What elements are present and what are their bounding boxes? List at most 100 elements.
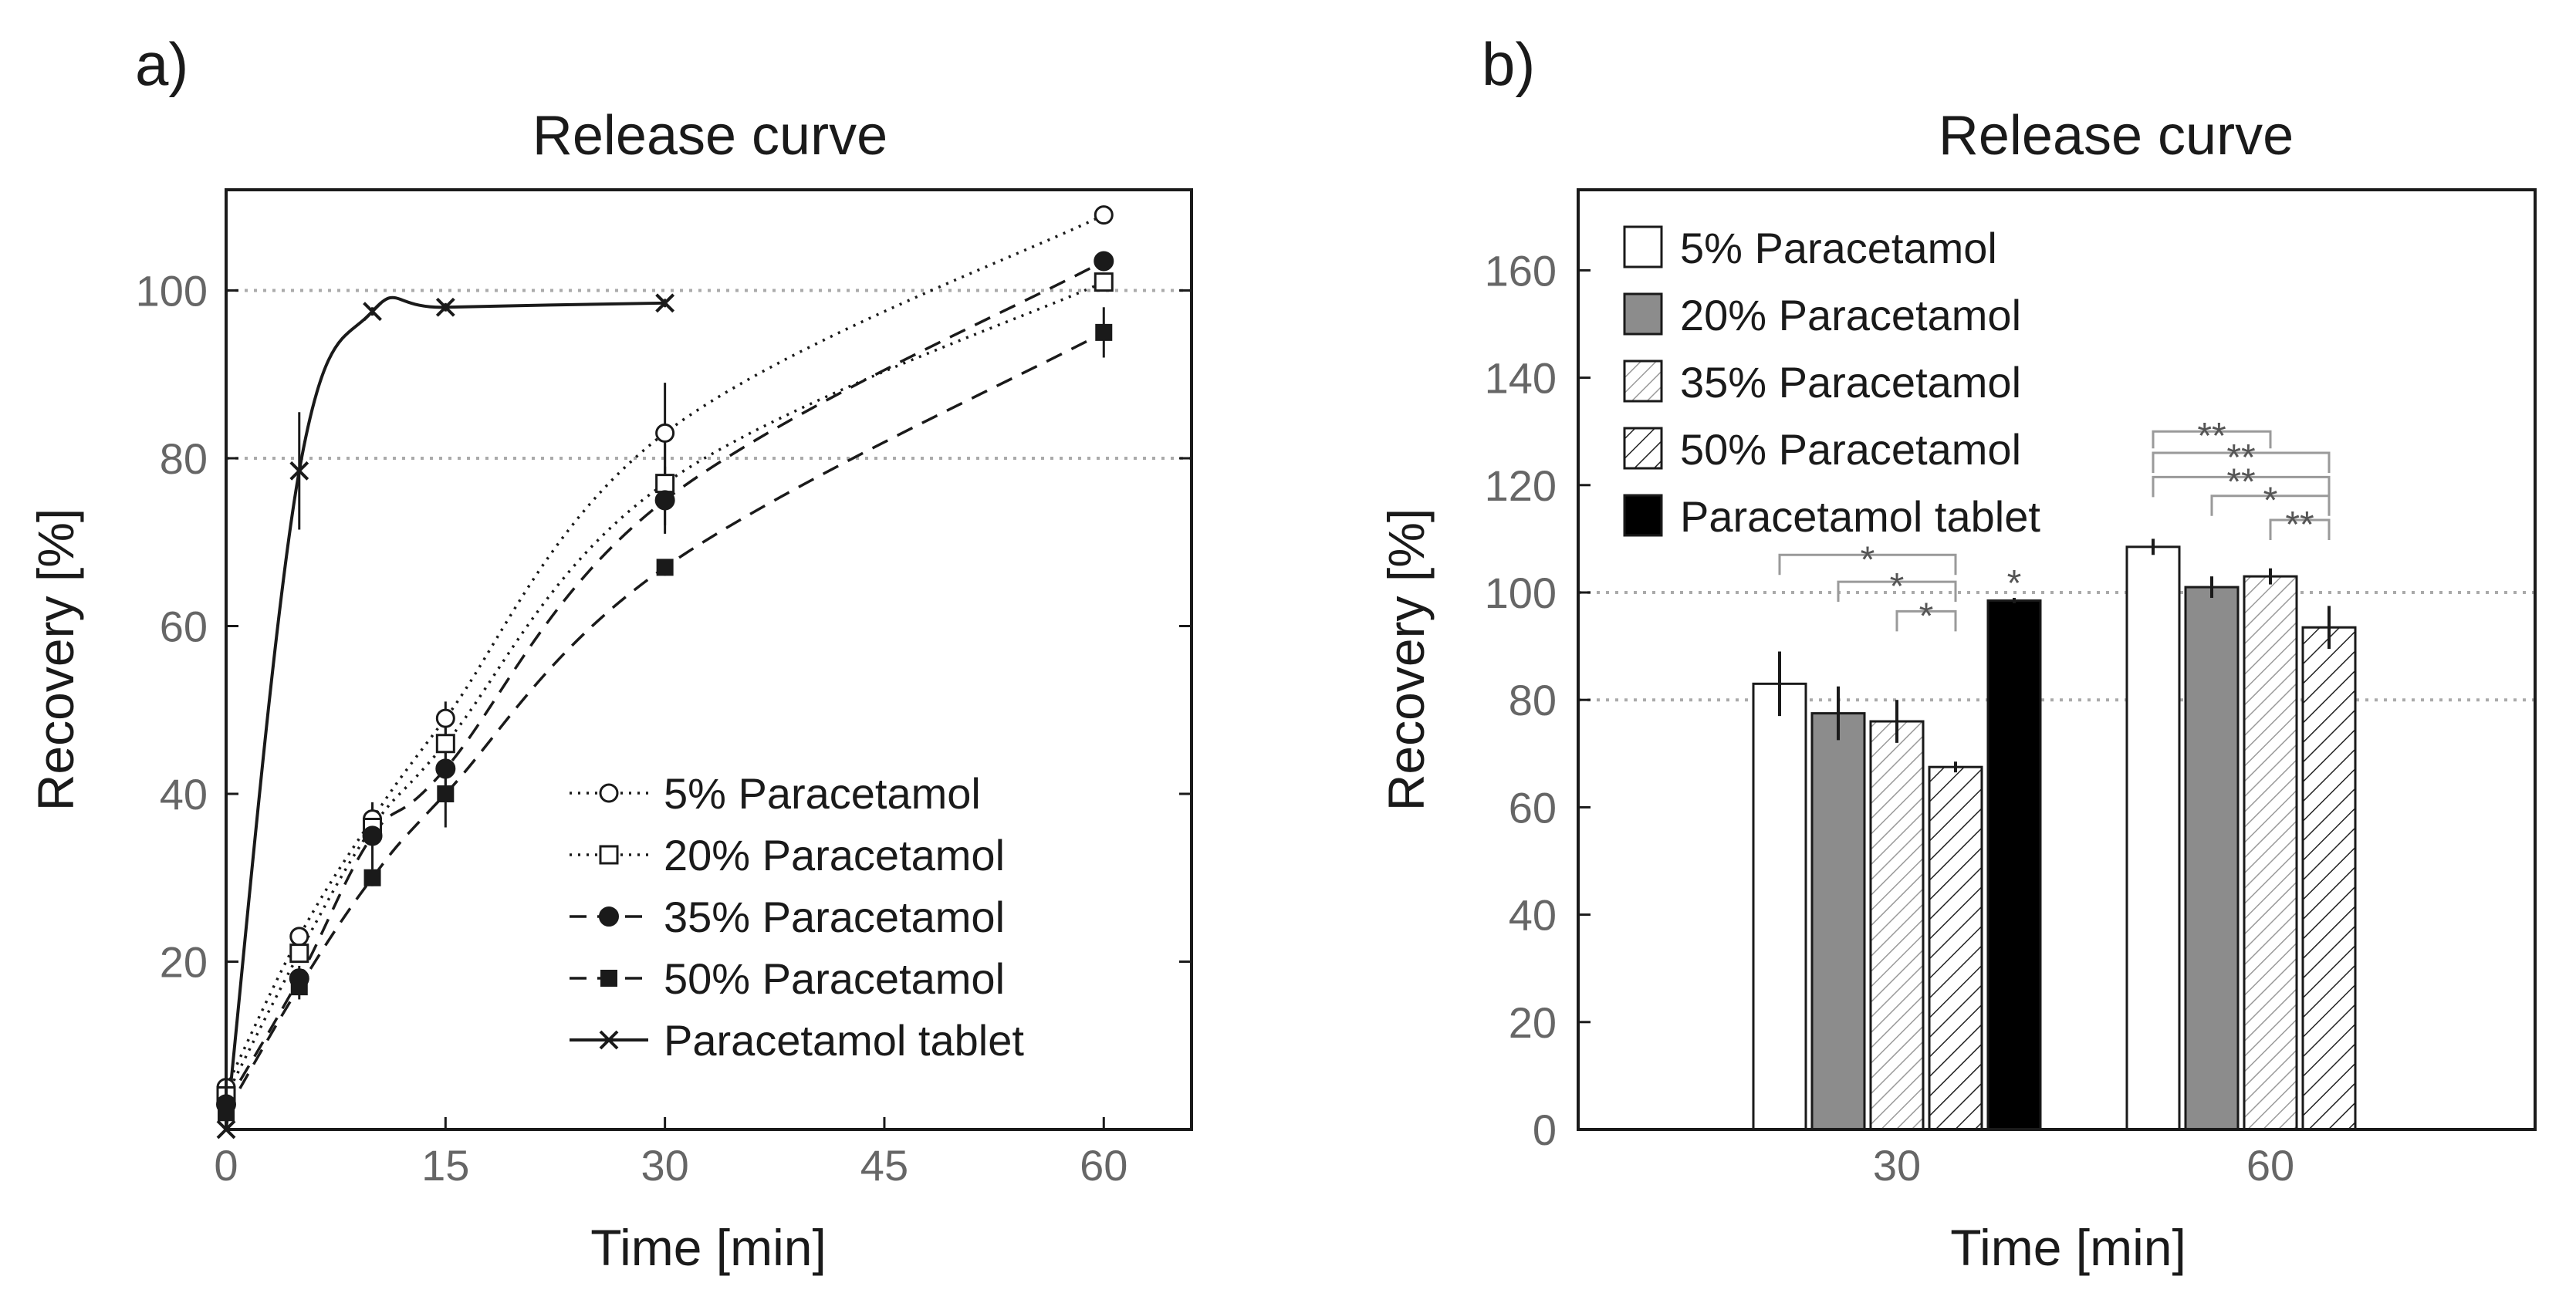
sig-60-b-bracket bbox=[2152, 451, 2331, 474]
series-line-paracetamol-tablet bbox=[225, 295, 665, 1130]
y-tick-label: 140 bbox=[1485, 354, 1557, 403]
panel-a-legend: 5% Paracetamol 20% Paracetamol 35% Paracet… bbox=[570, 769, 1024, 1065]
data-point-paracetamol-tablet bbox=[289, 461, 309, 481]
sig-30-a-bracket bbox=[1778, 553, 1957, 576]
legend-label-50-paracetamol: 50% Paracetamol bbox=[664, 954, 1005, 1003]
legend-marker-35-paracetamol bbox=[599, 906, 619, 927]
sig-30-c-bracket bbox=[1895, 609, 1957, 632]
data-point-20-paracetamol bbox=[289, 944, 309, 964]
data-point-5-paracetamol bbox=[655, 423, 675, 443]
panel-a-title: Release curve bbox=[532, 105, 887, 167]
bar-5-paracetamol-30 bbox=[1752, 682, 1807, 1131]
legend-label-5-paracetamol: 5% Paracetamol bbox=[664, 769, 981, 818]
data-point-paracetamol-tablet bbox=[435, 297, 455, 317]
x-tick-label: 60 bbox=[1080, 1141, 1127, 1190]
panel-a-markers bbox=[216, 205, 1114, 1139]
data-point-50-paracetamol bbox=[290, 978, 308, 996]
sig-30-a-label: * bbox=[1861, 539, 1875, 580]
sig-tablet-label: * bbox=[2007, 563, 2022, 604]
panel-b-plot-frame bbox=[1577, 188, 2537, 1131]
data-point-paracetamol-tablet bbox=[655, 293, 675, 313]
x-tick-label: 30 bbox=[641, 1141, 688, 1190]
legend-swatch-20-paracetamol bbox=[1623, 292, 1663, 336]
panel-a-y-axis-label: Recovery [%] bbox=[27, 508, 84, 811]
legend-label-35-paracetamol: 35% Paracetamol bbox=[1680, 358, 2021, 407]
y-tick-label: 80 bbox=[160, 434, 208, 483]
y-tick-label: 120 bbox=[1485, 461, 1557, 510]
sig-60-c-bracket bbox=[2152, 475, 2331, 498]
panel-b-title: Release curve bbox=[1939, 105, 2294, 167]
panel-b-ticks: 30 60 0 20 40 60 80 100 120 140 160 bbox=[1485, 246, 2295, 1190]
panel-b-error-bars bbox=[1778, 538, 2331, 773]
data-point-35-paracetamol bbox=[362, 825, 383, 846]
sig-30-c-label: * bbox=[1919, 596, 1934, 636]
bar-5-paracetamol-60 bbox=[2125, 545, 2181, 1131]
bar-20-paracetamol-30 bbox=[1810, 712, 1866, 1131]
panel-a-reference-lines bbox=[226, 289, 1192, 460]
panel-a-letter: a) bbox=[135, 30, 188, 98]
panel-a-plot-frame bbox=[225, 188, 1193, 1131]
bar-35-paracetamol-60 bbox=[2243, 575, 2298, 1131]
sig-60-e-bracket bbox=[2269, 518, 2331, 541]
x-tick-label: 45 bbox=[860, 1141, 908, 1190]
data-point-35-paracetamol bbox=[1094, 251, 1114, 272]
legend-label-50-paracetamol: 50% Paracetamol bbox=[1680, 425, 2021, 474]
legend-marker-20-paracetamol bbox=[599, 845, 619, 865]
y-tick-label: 160 bbox=[1485, 246, 1557, 295]
sig-60-a-label: ** bbox=[2197, 416, 2226, 457]
data-point-50-paracetamol bbox=[363, 869, 381, 886]
y-tick-label: 100 bbox=[136, 267, 208, 316]
data-point-5-paracetamol bbox=[435, 708, 455, 728]
panel-a-x-axis-label: Time [min] bbox=[590, 1219, 827, 1276]
legend-marker-paracetamol-tablet bbox=[599, 1030, 619, 1050]
data-point-35-paracetamol bbox=[654, 490, 675, 511]
data-point-5-paracetamol bbox=[1094, 205, 1114, 225]
sig-60-d-label: * bbox=[2263, 481, 2278, 522]
sig-30-b-label: * bbox=[1890, 566, 1905, 607]
panel-b-legend: 5% Paracetamol 20% Paracetamol 35% Paracet… bbox=[1623, 224, 2040, 541]
legend-marker-50-paracetamol bbox=[600, 970, 617, 987]
legend-swatch-paracetamol-tablet bbox=[1623, 494, 1663, 537]
y-tick-label: 20 bbox=[1509, 998, 1557, 1047]
x-tick-label: 60 bbox=[2246, 1141, 2294, 1190]
y-tick-label: 0 bbox=[1533, 1106, 1557, 1154]
legend-label-paracetamol-tablet: Paracetamol tablet bbox=[1680, 492, 2040, 541]
data-point-paracetamol-tablet bbox=[363, 302, 382, 322]
sig-60-a-bracket bbox=[2152, 430, 2272, 449]
data-point-50-paracetamol bbox=[1095, 323, 1113, 341]
bar-paracetamol-tablet-30 bbox=[1986, 599, 2042, 1131]
bar-20-paracetamol-60 bbox=[2184, 586, 2240, 1131]
legend-label-5-paracetamol: 5% Paracetamol bbox=[1680, 224, 1997, 272]
panel-a-ticks: 0 15 30 45 60 20 40 60 80 100 bbox=[136, 267, 1192, 1190]
data-point-50-paracetamol bbox=[437, 785, 455, 802]
panel-a-error-bars bbox=[298, 206, 1105, 1000]
legend-label-35-paracetamol: 35% Paracetamol bbox=[664, 893, 1005, 941]
panel-b-x-axis-label: Time [min] bbox=[1950, 1219, 2186, 1276]
legend-marker-5-paracetamol bbox=[599, 783, 619, 803]
legend-label-20-paracetamol: 20% Paracetamol bbox=[1680, 291, 2021, 339]
y-tick-label: 40 bbox=[1509, 891, 1557, 940]
data-point-50-paracetamol bbox=[656, 559, 674, 576]
y-tick-label: 80 bbox=[1509, 676, 1557, 724]
panel-b-bars bbox=[1752, 545, 2357, 1131]
sig-60-d-bracket bbox=[2210, 495, 2331, 516]
panel-b-significance-markers: ********** *** bbox=[1778, 416, 2331, 636]
y-tick-label: 100 bbox=[1485, 569, 1557, 617]
panel-b-reference-lines bbox=[1578, 591, 2535, 702]
data-point-20-paracetamol bbox=[655, 474, 675, 494]
bar-50-paracetamol-30 bbox=[1928, 765, 1983, 1131]
legend-swatch-35-paracetamol bbox=[1623, 360, 1663, 403]
legend-swatch-50-paracetamol bbox=[1623, 427, 1663, 470]
sig-60-b-label: ** bbox=[2226, 437, 2255, 478]
x-tick-label: 15 bbox=[421, 1141, 469, 1190]
bar-35-paracetamol-30 bbox=[1869, 720, 1925, 1131]
sig-30-b-bracket bbox=[1837, 580, 1957, 603]
y-tick-label: 20 bbox=[160, 938, 208, 987]
data-point-5-paracetamol bbox=[289, 927, 309, 947]
legend-label-paracetamol-tablet: Paracetamol tablet bbox=[664, 1016, 1024, 1065]
data-point-20-paracetamol bbox=[435, 734, 455, 754]
legend-swatch-5-paracetamol bbox=[1623, 225, 1663, 268]
x-tick-label: 30 bbox=[1873, 1141, 1921, 1190]
sig-60-e-label: ** bbox=[2285, 505, 2314, 545]
